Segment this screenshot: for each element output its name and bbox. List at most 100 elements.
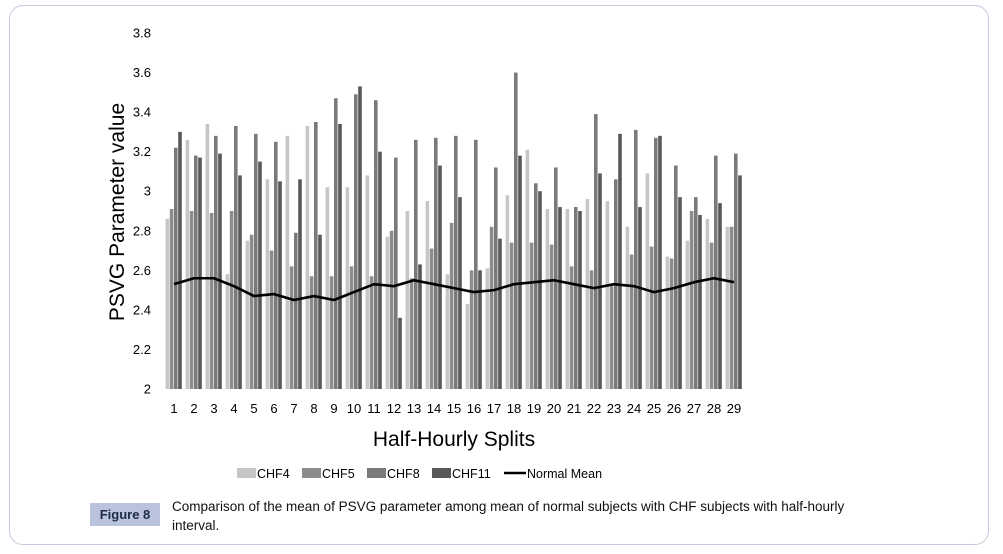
bar-chf4-15 <box>445 274 450 389</box>
x-tick-label: 12 <box>387 401 401 416</box>
bar-chf8-19 <box>534 183 538 389</box>
x-tick-label: 14 <box>427 401 441 416</box>
bar-chf8-17 <box>494 167 498 389</box>
bar-chf11-26 <box>678 197 682 389</box>
normal-mean-line <box>173 276 735 302</box>
y-tick-labels: 2 2.2 2.4 2.6 2.8 3 3.2 3.4 3.6 3.8 <box>133 26 151 397</box>
bar-chf8-2 <box>194 155 198 389</box>
bar-chf5-26 <box>669 258 674 389</box>
bar-chf5-27 <box>689 211 694 389</box>
bar-chf4-26 <box>665 256 670 389</box>
bar-chf4-2 <box>185 139 190 389</box>
bar-chf8-11 <box>374 100 378 390</box>
bar-chf8-29 <box>734 153 738 389</box>
bar-chf8-8 <box>314 122 318 389</box>
bar-chf4-4 <box>225 274 230 389</box>
bar-chf8-18 <box>514 72 518 389</box>
bar-chf11-1 <box>178 131 182 389</box>
x-tick-label: 3 <box>210 401 217 416</box>
x-axis-title: Half-Hourly Splits <box>373 428 535 451</box>
bar-chf4-11 <box>365 175 370 389</box>
bar-chf4-8 <box>305 125 310 390</box>
x-tick-label: 23 <box>607 401 621 416</box>
bar-chf8-24 <box>634 129 638 389</box>
x-tick-label: 24 <box>627 401 641 416</box>
bar-chf11-9 <box>338 123 342 389</box>
x-tick-label: 19 <box>527 401 541 416</box>
y-axis-title: PSVG Parameter value <box>106 103 129 321</box>
y-tick-label: 2.6 <box>133 263 151 278</box>
legend-swatch-chf8 <box>367 468 386 478</box>
bar-chf11-14 <box>438 165 442 389</box>
bar-chf5-1 <box>169 209 174 389</box>
bars-layer <box>165 72 742 390</box>
bar-chf11-6 <box>278 181 282 389</box>
x-tick-label: 29 <box>727 401 741 416</box>
legend-label-chf11: CHF11 <box>452 467 491 481</box>
bar-chf4-17 <box>485 268 490 389</box>
bar-chf5-3 <box>209 212 214 389</box>
bar-chf5-5 <box>249 234 254 389</box>
bar-chf8-12 <box>394 157 398 389</box>
bar-chf4-9 <box>325 187 330 389</box>
bar-chf11-10 <box>358 86 362 390</box>
bar-chf8-4 <box>234 125 238 390</box>
bar-chf4-14 <box>425 201 430 389</box>
legend-swatch-chf4 <box>237 468 256 478</box>
bar-chf11-28 <box>718 203 722 389</box>
x-tick-label: 26 <box>667 401 681 416</box>
figure-label: Figure 8 <box>90 503 160 526</box>
x-tick-label: 10 <box>347 401 361 416</box>
legend-swatch-chf5 <box>302 468 321 478</box>
y-tick-label: 3 <box>144 184 151 199</box>
bar-chf11-24 <box>638 207 642 389</box>
legend-label-chf5: CHF5 <box>322 467 355 481</box>
bar-chf4-23 <box>605 201 610 389</box>
x-tick-labels: 1 2 3 4 5 6 7 8 9 10 11 12 13 14 15 16 17 18 19 20 21 22 23 24 2… <box>170 401 741 416</box>
x-tick-label: 1 <box>170 401 177 416</box>
bar-chf5-22 <box>589 270 594 389</box>
legend-label-chf4: CHF4 <box>257 467 290 481</box>
bar-chf8-28 <box>714 155 718 389</box>
bar-chf4-29 <box>725 226 730 389</box>
y-tick-label: 3.6 <box>133 65 151 80</box>
bar-chf11-12 <box>398 317 402 389</box>
bar-chf5-7 <box>289 266 294 389</box>
bar-chf5-4 <box>229 211 234 389</box>
x-tick-label: 18 <box>507 401 521 416</box>
bar-chf4-6 <box>265 179 270 389</box>
x-tick-label: 28 <box>707 401 721 416</box>
bar-chf8-10 <box>354 94 358 389</box>
bar-chf8-22 <box>594 114 598 389</box>
bar-chf11-20 <box>558 207 562 389</box>
bar-chf5-20 <box>549 244 554 389</box>
bar-chf5-15 <box>449 222 454 389</box>
bar-chf8-27 <box>694 197 698 389</box>
bar-chf5-24 <box>629 254 634 389</box>
x-tick-label: 2 <box>190 401 197 416</box>
bar-chf8-21 <box>574 207 578 389</box>
legend-label-chf8: CHF8 <box>387 467 420 481</box>
bar-chf8-20 <box>554 167 558 389</box>
bar-chf4-25 <box>645 173 650 389</box>
y-tick-label: 2.4 <box>133 302 151 317</box>
bar-chf5-21 <box>569 266 574 389</box>
legend-label-normal-mean: Normal Mean <box>527 467 602 481</box>
bar-chf4-10 <box>345 187 350 389</box>
y-tick-label: 3.2 <box>133 144 151 159</box>
bar-chf11-15 <box>458 197 462 389</box>
bar-chf11-11 <box>378 151 382 389</box>
caption-text: Comparison of the mean of PSVG parameter… <box>172 499 845 533</box>
x-tick-label: 8 <box>310 401 317 416</box>
bar-chf8-6 <box>274 141 278 389</box>
bar-chf4-16 <box>465 303 470 389</box>
bar-chf4-7 <box>285 135 290 389</box>
bar-chf5-28 <box>709 242 714 389</box>
bar-chf8-13 <box>414 139 418 389</box>
x-tick-label: 5 <box>250 401 257 416</box>
bar-chf4-3 <box>205 123 210 389</box>
x-tick-label: 13 <box>407 401 421 416</box>
bar-chf4-1 <box>165 218 170 389</box>
x-tick-label: 17 <box>487 401 501 416</box>
bar-chf11-19 <box>538 191 542 389</box>
